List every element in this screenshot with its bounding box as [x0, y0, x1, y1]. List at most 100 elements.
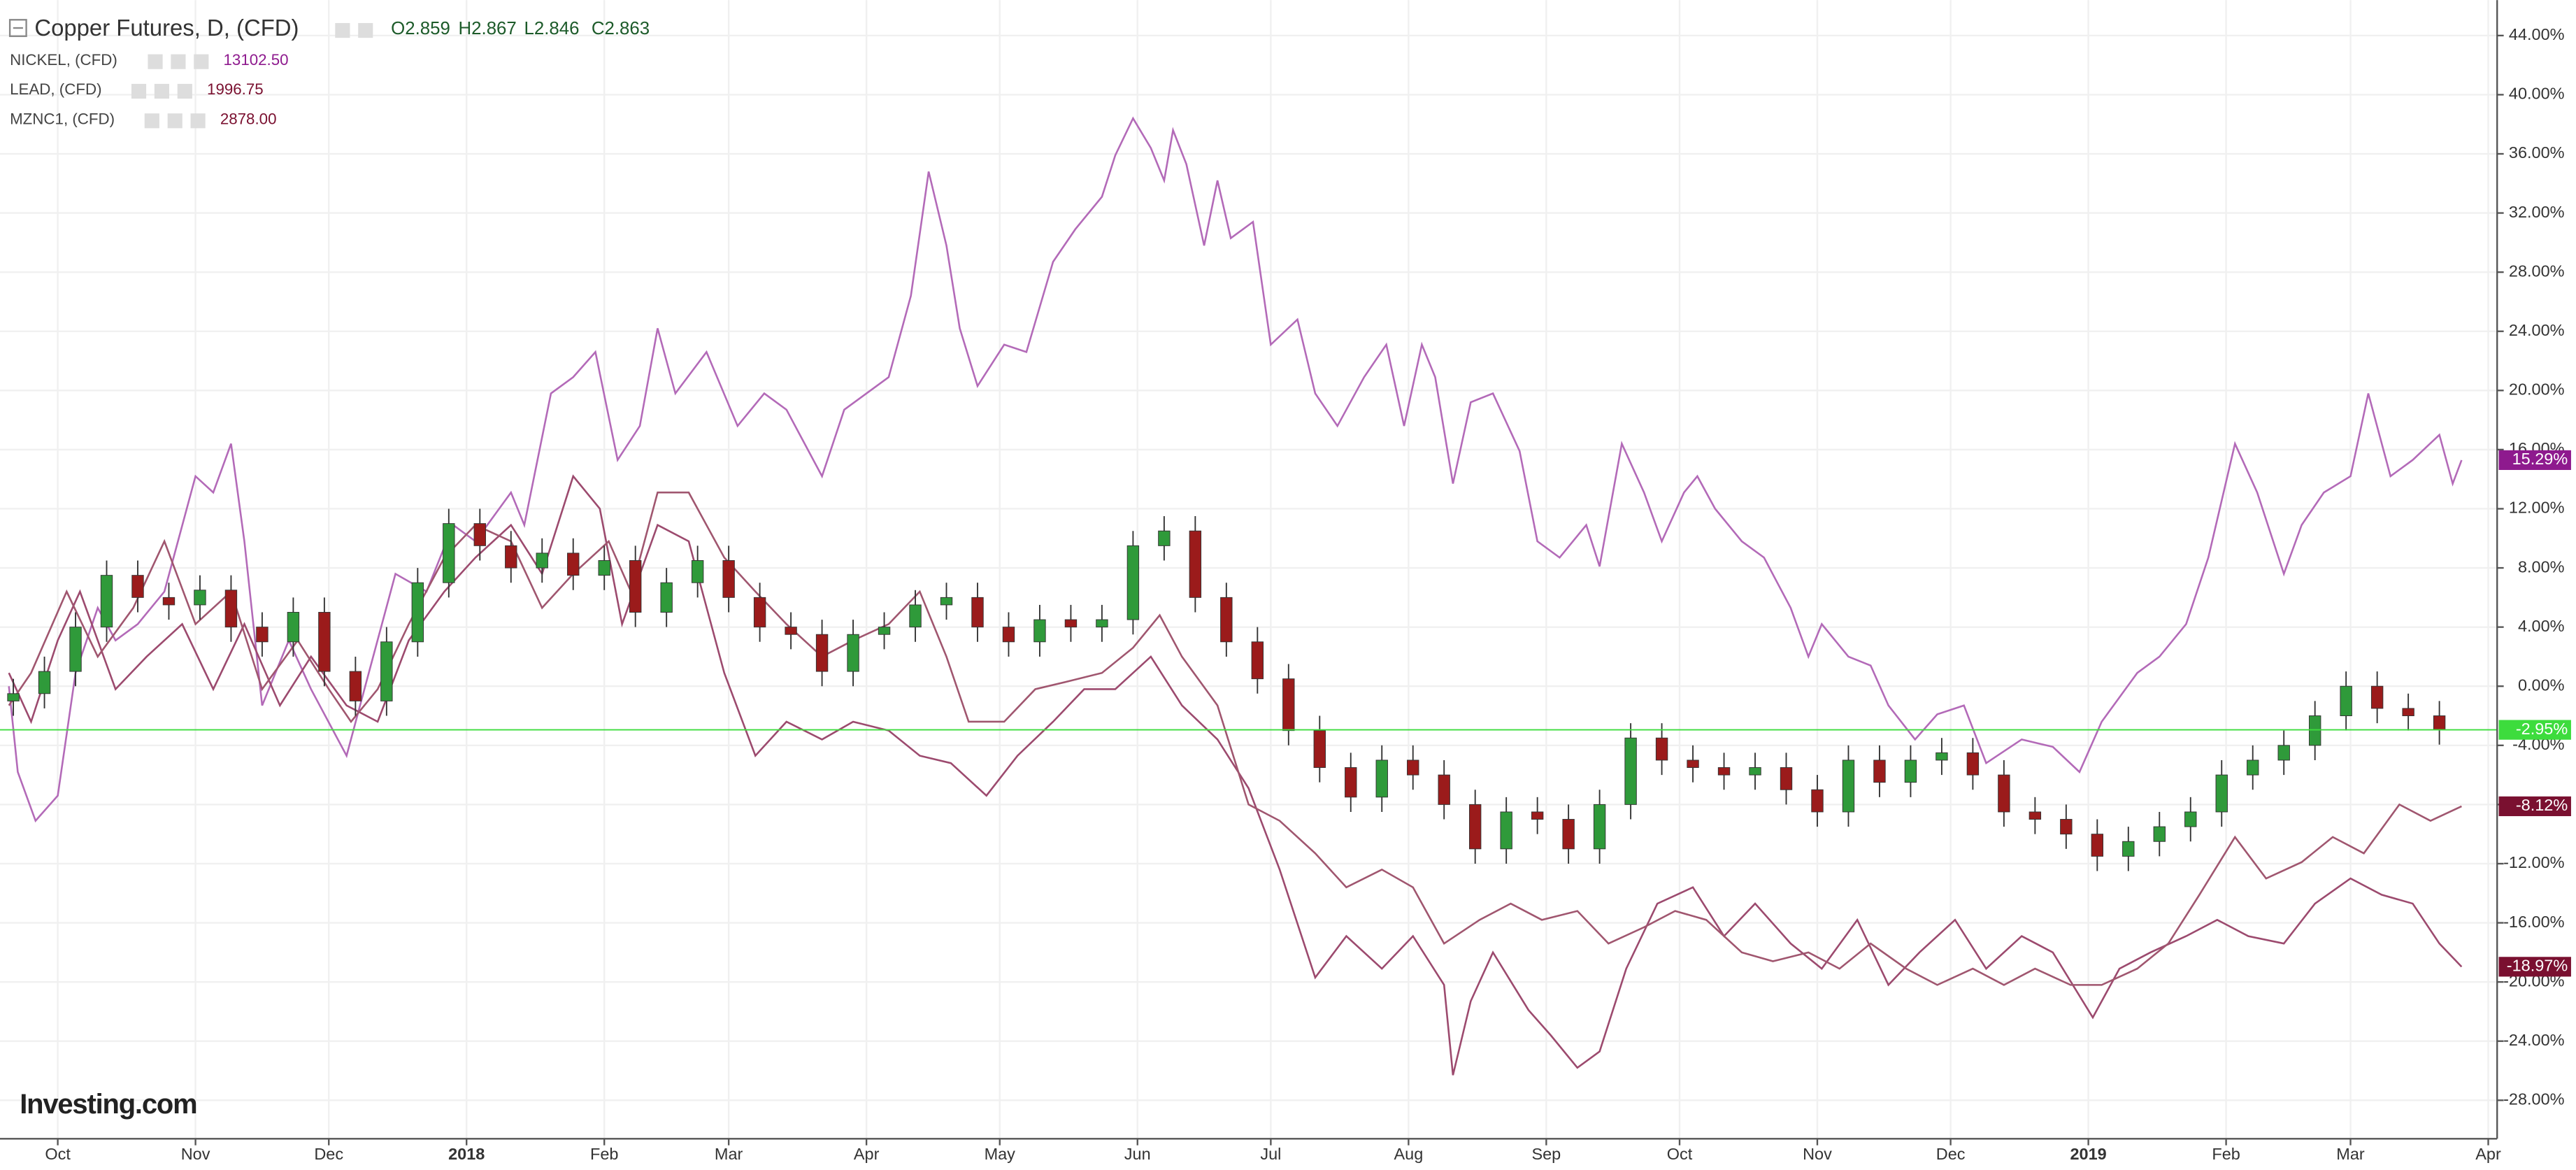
y-tick-label: 20.00%: [2509, 380, 2565, 399]
candle-body: [1407, 759, 1419, 776]
candle-body: [256, 627, 269, 643]
legend-price: 1996.75: [207, 80, 264, 98]
candle-body: [1468, 804, 1482, 850]
x-tick-label: Mar: [2336, 1145, 2365, 1163]
series-last-badge: [2498, 796, 2571, 817]
legend-price: 13102.50: [224, 51, 289, 69]
candle-body: [2060, 819, 2073, 835]
candle-body: [1500, 811, 1512, 850]
candle-body: [2153, 826, 2166, 842]
legend-settings[interactable]: [171, 54, 186, 69]
legend-settings[interactable]: [144, 113, 159, 129]
y-tick-label: 12.00%: [2509, 499, 2565, 517]
candle-body: [753, 597, 766, 628]
watermark: Investing.com: [20, 1089, 196, 1120]
candle-body: [2308, 715, 2321, 746]
last-price-badge: [2498, 720, 2571, 740]
candle-body: [2215, 774, 2228, 813]
candle-body: [1842, 759, 1855, 813]
x-tick-label: Jun: [1124, 1145, 1151, 1163]
series-last-label: -8.12%: [2516, 796, 2568, 814]
candle-body: [38, 671, 51, 694]
y-tick-label: 8.00%: [2518, 557, 2565, 576]
collapse-icon[interactable]: [8, 19, 27, 37]
x-tick-label: Feb: [590, 1145, 618, 1163]
y-tick-label: -28.00%: [2503, 1090, 2565, 1108]
series-last-badge: [2498, 957, 2571, 977]
candle-body: [909, 604, 922, 628]
candle-body: [1904, 759, 1917, 783]
y-tick-label: 36.00%: [2509, 143, 2565, 162]
x-tick-label: Apr: [854, 1145, 880, 1163]
candle-body: [1562, 819, 1575, 850]
candle-body: [1687, 759, 1699, 768]
candle-body: [162, 597, 176, 606]
candle-body: [2091, 834, 2104, 857]
legend-settings[interactable]: [148, 54, 163, 69]
candle-body: [2340, 685, 2352, 716]
legend-close[interactable]: [177, 83, 192, 99]
x-tick-label: Apr: [2475, 1145, 2501, 1163]
candle-body: [722, 560, 735, 598]
legend-settings[interactable]: [167, 113, 183, 129]
candle-body: [473, 523, 486, 546]
y-tick-label: 24.00%: [2509, 321, 2565, 339]
legend-price: 2878.00: [220, 110, 277, 127]
y-tick-label: 28.00%: [2509, 262, 2565, 280]
y-tick-label: 32.00%: [2509, 203, 2565, 221]
candle-body: [100, 575, 113, 628]
candle-body: [1189, 530, 1202, 598]
x-tick-label: 2018: [448, 1145, 485, 1163]
settings-icon[interactable]: [358, 22, 373, 38]
candle-body: [318, 612, 331, 672]
candle-body: [1313, 730, 1326, 768]
candle-body: [411, 582, 424, 643]
candle-body: [971, 597, 984, 628]
candle-body: [1811, 789, 1824, 813]
candle-body: [443, 523, 455, 583]
y-tick-label: 4.00%: [2518, 617, 2565, 635]
x-tick-label: Sep: [1531, 1145, 1561, 1163]
candle-body: [1749, 767, 1761, 776]
settings-icon[interactable]: [335, 22, 350, 38]
y-tick-label: -12.00%: [2503, 853, 2565, 871]
candle-body: [940, 597, 953, 606]
candle-body: [2433, 715, 2446, 731]
legend: O2.859 H2.867 L2.846 C2.863 NICKEL, (CFD) 131…: [10, 19, 650, 129]
legend-name: LEAD, (CFD): [10, 80, 101, 98]
candle-body: [2028, 811, 2042, 820]
y-tick-label: -24.00%: [2503, 1031, 2565, 1049]
x-tick-label: May: [985, 1145, 1016, 1163]
candle-body: [131, 575, 144, 598]
candle-body: [7, 693, 20, 701]
candle-body: [2370, 685, 2384, 709]
candle-body: [1033, 619, 1046, 643]
candle-body: [380, 641, 393, 701]
legend-settings[interactable]: [131, 83, 147, 99]
series-last-badge: [2498, 450, 2571, 471]
candle-body: [660, 582, 673, 613]
candle-body: [1624, 737, 1637, 805]
candle-body: [2184, 811, 2197, 827]
y-tick-label: 44.00%: [2509, 25, 2565, 43]
candle-body: [815, 634, 829, 672]
candle-body: [1064, 619, 1078, 628]
candle-body: [224, 590, 238, 628]
candle-body: [536, 552, 548, 569]
candle-body: [1345, 767, 1357, 798]
legend-settings[interactable]: [154, 83, 169, 99]
legend-close[interactable]: [194, 54, 209, 69]
x-tick-label: Nov: [181, 1145, 210, 1163]
ohlc-label: O2.859: [391, 19, 450, 38]
candle-body: [567, 552, 580, 576]
series-last-label: 15.29%: [2512, 450, 2568, 468]
x-tick-label: Dec: [1936, 1145, 1966, 1163]
candle-body: [1873, 759, 1886, 783]
candle-body: [1655, 737, 1668, 761]
candle-body: [194, 590, 206, 606]
legend-close[interactable]: [190, 113, 206, 129]
candle-body: [1002, 627, 1015, 643]
candle-body: [505, 545, 517, 569]
candle-body: [1717, 767, 1731, 776]
